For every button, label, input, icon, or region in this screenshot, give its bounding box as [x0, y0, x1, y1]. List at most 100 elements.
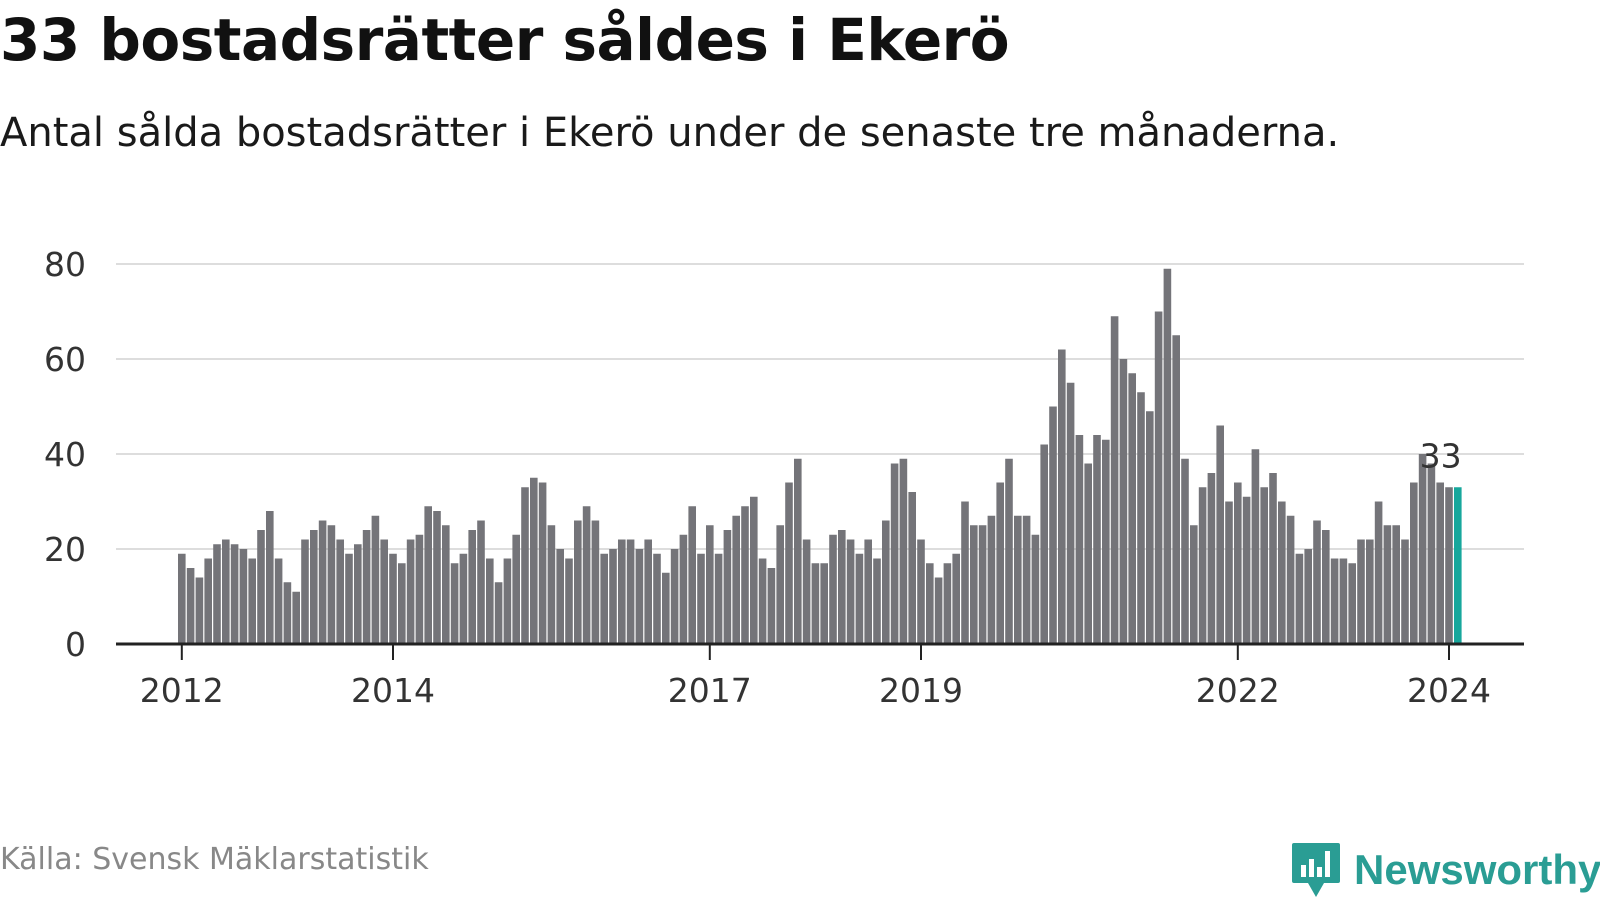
bar	[855, 553, 864, 644]
bar	[512, 534, 520, 644]
bar	[415, 534, 424, 644]
bar	[838, 530, 846, 644]
bar	[1014, 515, 1022, 644]
bar	[1295, 553, 1304, 644]
bar	[1190, 525, 1198, 644]
bar	[345, 553, 353, 644]
bar	[468, 530, 476, 644]
bar	[917, 539, 925, 644]
bar	[274, 558, 283, 644]
bar	[970, 525, 978, 644]
x-tick-label: 2022	[1196, 671, 1280, 710]
bar	[662, 572, 670, 644]
bar	[1119, 359, 1128, 644]
bar	[829, 534, 837, 644]
bar	[864, 539, 872, 644]
bar	[714, 553, 723, 644]
bar	[195, 577, 204, 644]
bar	[1031, 534, 1040, 644]
bar	[406, 539, 415, 644]
y-tick-label: 80	[44, 245, 86, 284]
bar	[1128, 373, 1136, 644]
bar	[1392, 525, 1400, 644]
bar	[1313, 520, 1321, 644]
bar	[424, 506, 432, 644]
brand-name: Newsworthy	[1354, 846, 1600, 893]
bar	[362, 530, 371, 644]
bar	[609, 549, 617, 644]
bar	[1075, 435, 1084, 644]
bar	[785, 482, 793, 644]
bar	[1383, 525, 1392, 644]
bar	[1445, 487, 1453, 644]
bar	[1049, 406, 1057, 644]
bar	[899, 458, 908, 644]
bar	[1366, 539, 1374, 644]
bar	[1286, 515, 1295, 644]
bar	[1181, 458, 1189, 644]
bar	[670, 549, 679, 644]
gridlines	[116, 263, 1524, 550]
bar	[1040, 444, 1048, 644]
bar	[952, 553, 960, 644]
bar	[1278, 501, 1286, 644]
x-tick-label: 2014	[351, 671, 435, 710]
axes	[116, 642, 1524, 660]
bar	[486, 558, 494, 644]
bar	[873, 558, 881, 644]
bar	[239, 549, 248, 644]
bar	[574, 520, 582, 644]
bar	[186, 568, 195, 644]
bar	[706, 525, 714, 644]
bar	[301, 539, 309, 644]
bar	[1330, 558, 1339, 644]
bar	[1084, 463, 1092, 644]
newsworthy-logo: Newsworthy	[1290, 840, 1600, 900]
bar	[1339, 558, 1348, 644]
bar	[1304, 549, 1312, 644]
bar-highlight	[1454, 487, 1462, 644]
bar	[565, 558, 573, 644]
bar-chart-speech-bubble-icon	[1292, 843, 1340, 897]
bar	[442, 525, 450, 644]
bar	[1251, 449, 1260, 644]
bar	[1410, 482, 1418, 644]
bar	[477, 520, 485, 644]
bar	[644, 539, 652, 644]
bar	[723, 530, 732, 644]
x-tick-label: 2024	[1407, 671, 1491, 710]
bar	[1146, 411, 1154, 644]
bar	[750, 496, 758, 644]
bar	[257, 530, 265, 644]
bar	[600, 553, 608, 644]
bar	[398, 563, 406, 644]
bar	[1216, 425, 1224, 644]
bar	[794, 458, 802, 644]
bar	[1322, 530, 1330, 644]
bar	[380, 539, 388, 644]
bar	[890, 463, 899, 644]
bar	[222, 539, 230, 644]
bar	[530, 477, 538, 644]
bar	[1401, 539, 1409, 644]
bar	[591, 520, 600, 644]
bar	[1269, 473, 1277, 644]
bar	[820, 563, 828, 644]
bar	[1207, 473, 1216, 644]
bar	[653, 553, 661, 644]
bar	[697, 553, 705, 644]
bar	[582, 506, 591, 644]
bar	[758, 558, 767, 644]
y-tick-label: 0	[65, 625, 86, 664]
bar	[811, 563, 820, 644]
bar	[450, 563, 459, 644]
bar	[767, 568, 776, 644]
bar	[292, 591, 300, 644]
bar	[1163, 268, 1172, 644]
bar	[1022, 515, 1031, 644]
bar	[503, 558, 512, 644]
bar	[336, 539, 344, 644]
bar	[547, 525, 556, 644]
bar	[1436, 482, 1444, 644]
x-tick-label: 2012	[140, 671, 224, 710]
